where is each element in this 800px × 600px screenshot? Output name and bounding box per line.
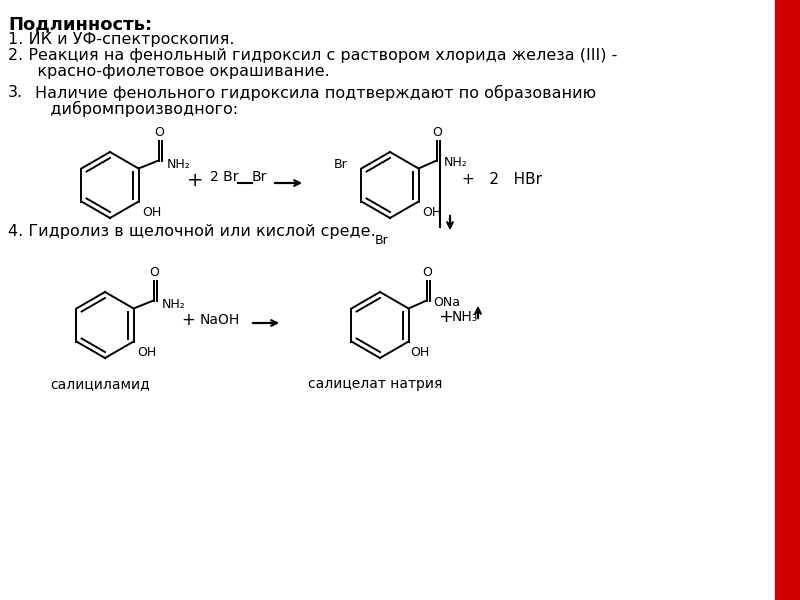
Text: O: O bbox=[150, 265, 159, 278]
Text: дибромпроизводного:: дибромпроизводного: bbox=[35, 101, 238, 117]
Text: OH: OH bbox=[410, 346, 430, 359]
Text: Br: Br bbox=[334, 158, 347, 171]
Text: ONa: ONa bbox=[434, 296, 461, 309]
Bar bbox=[775, 0, 800, 600]
Text: Подлинность:: Подлинность: bbox=[8, 15, 152, 33]
Text: +: + bbox=[438, 308, 453, 326]
Text: NH₂: NH₂ bbox=[162, 298, 186, 311]
Text: +   2   HBr: + 2 HBr bbox=[462, 173, 542, 187]
Text: OH: OH bbox=[142, 206, 162, 220]
Text: +: + bbox=[186, 170, 203, 190]
Text: 1. ИК и УФ-спектроскопия.: 1. ИК и УФ-спектроскопия. bbox=[8, 32, 234, 47]
Text: салицелат натрия: салицелат натрия bbox=[308, 377, 442, 391]
Text: NH₃: NH₃ bbox=[452, 310, 478, 324]
Text: салициламид: салициламид bbox=[50, 377, 150, 391]
Text: OH: OH bbox=[422, 205, 442, 218]
Text: O: O bbox=[422, 265, 433, 278]
Text: NH₂: NH₂ bbox=[166, 158, 190, 171]
Text: 2. Реакция на фенольный гидроксил с раствором хлорида железа (III) -: 2. Реакция на фенольный гидроксил с раст… bbox=[8, 48, 618, 63]
Text: Br: Br bbox=[375, 234, 389, 247]
Text: O: O bbox=[154, 125, 165, 139]
Text: OH: OH bbox=[138, 346, 157, 359]
Text: красно-фиолетовое окрашивание.: красно-фиолетовое окрашивание. bbox=[22, 64, 330, 79]
Text: NH₂: NH₂ bbox=[443, 156, 467, 169]
Text: Br: Br bbox=[252, 170, 267, 184]
Text: NaOH: NaOH bbox=[200, 313, 240, 327]
Text: 3.: 3. bbox=[8, 85, 23, 100]
Text: Наличие фенольного гидроксила подтверждают по образованию: Наличие фенольного гидроксила подтвержда… bbox=[35, 85, 596, 101]
Text: +: + bbox=[181, 311, 195, 329]
Text: 2 Br: 2 Br bbox=[210, 170, 238, 184]
Text: 4. Гидролиз в щелочной или кислой среде.: 4. Гидролиз в щелочной или кислой среде. bbox=[8, 224, 376, 239]
Text: O: O bbox=[433, 125, 442, 139]
